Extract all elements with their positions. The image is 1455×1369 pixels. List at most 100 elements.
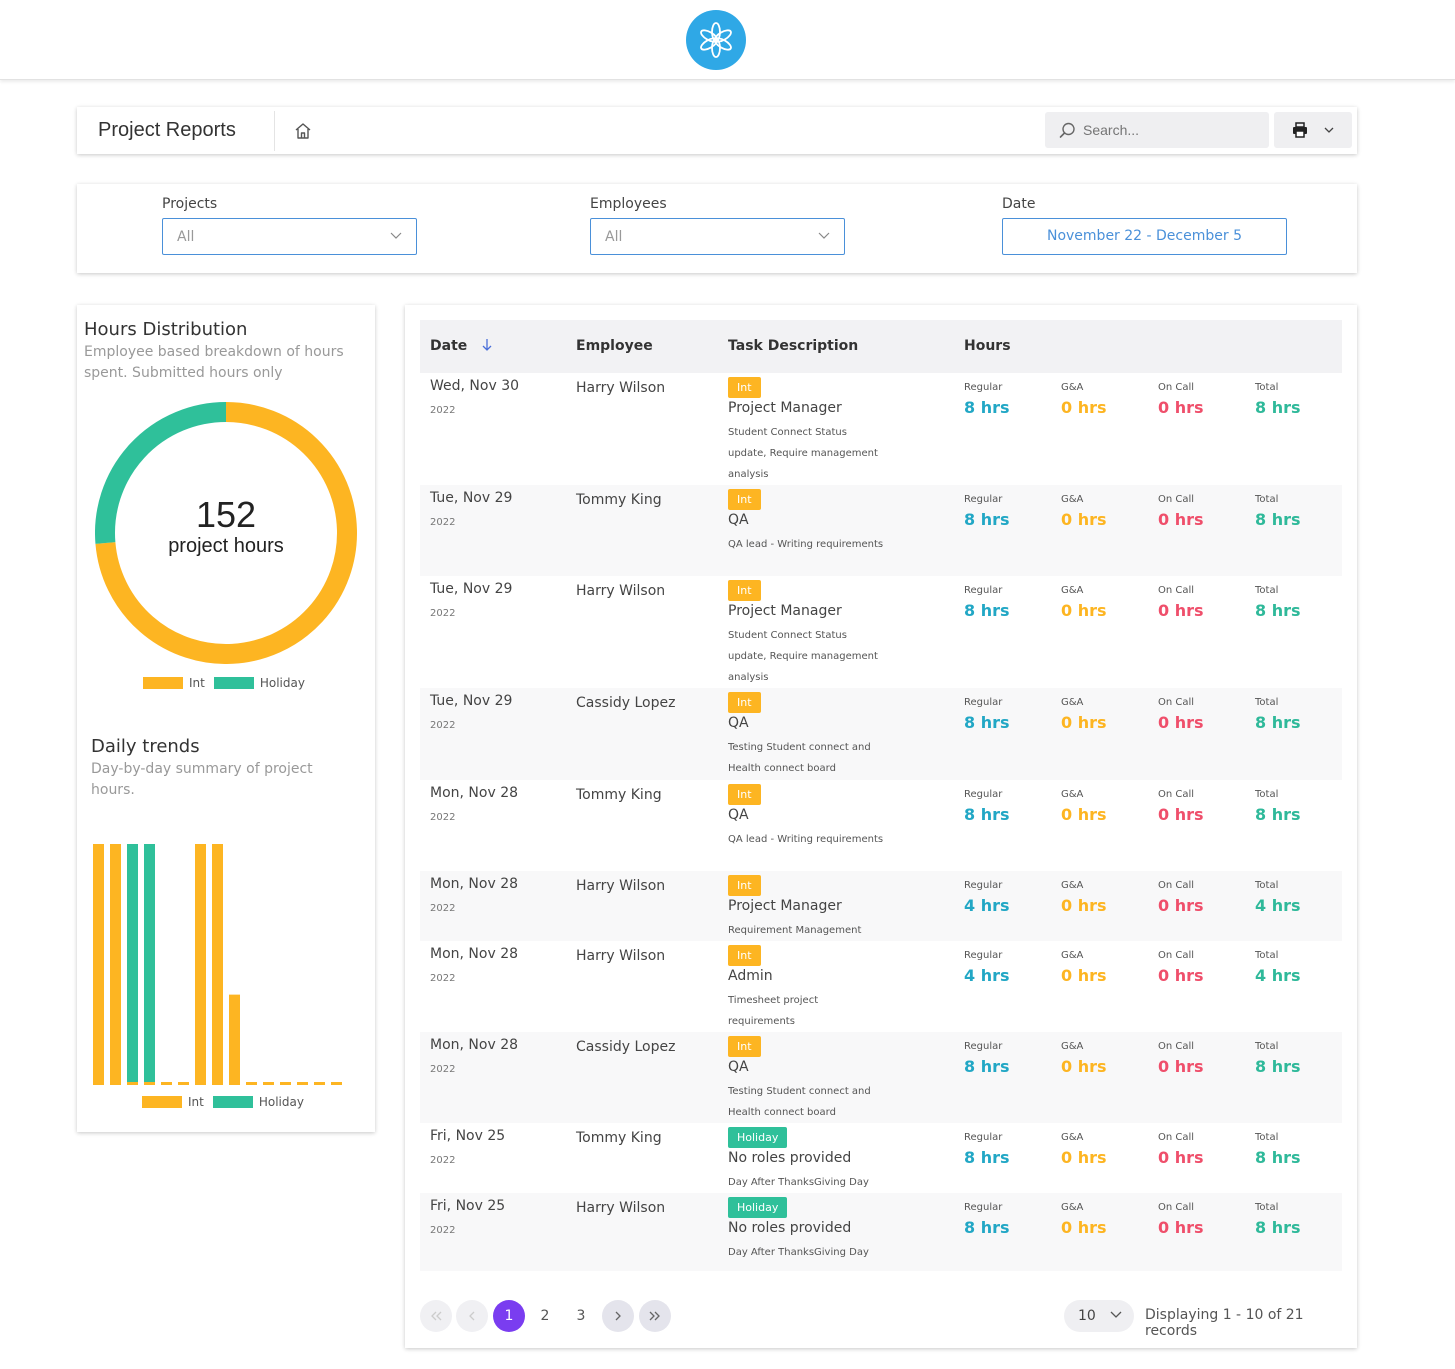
- page-button-1[interactable]: 1: [493, 1300, 525, 1332]
- row-oncall-label: On Call: [1158, 1202, 1195, 1213]
- row-employee: Tommy King: [576, 787, 662, 803]
- row-oncall-label: On Call: [1158, 1132, 1195, 1143]
- table-row[interactable]: Mon, Nov 28 2022 Harry Wilson Int Admin Times…: [420, 941, 1342, 1032]
- legend-swatch-int: [142, 1096, 182, 1108]
- row-regular-label: Regular: [964, 1041, 1003, 1052]
- column-header-date[interactable]: Date: [430, 338, 492, 354]
- column-header-task[interactable]: Task Description: [728, 338, 859, 354]
- row-total-hours: 8 hrs: [1255, 1148, 1301, 1167]
- row-year: 2022: [430, 608, 456, 619]
- row-total-hours: 8 hrs: [1255, 713, 1301, 732]
- row-ga-label: G&A: [1061, 382, 1084, 393]
- bar-int-8[interactable]: [212, 844, 223, 1085]
- table-row[interactable]: Mon, Nov 28 2022 Harry Wilson Int Project Ma…: [420, 871, 1342, 941]
- row-regular-hours: 8 hrs: [964, 601, 1010, 620]
- row-regular-hours: 8 hrs: [964, 805, 1010, 824]
- row-role: No roles provided: [728, 1220, 852, 1236]
- page-button-3[interactable]: 3: [576, 1308, 586, 1324]
- column-header-hours[interactable]: Hours: [964, 338, 1011, 354]
- column-header-employee[interactable]: Employee: [576, 338, 653, 354]
- bar-holiday-4[interactable]: [144, 844, 155, 1085]
- row-year: 2022: [430, 517, 456, 528]
- bar-int-12[interactable]: [280, 1082, 291, 1085]
- table-row[interactable]: Wed, Nov 30 2022 Harry Wilson Int Project Ma…: [420, 373, 1342, 485]
- bar-int-15[interactable]: [331, 1082, 342, 1085]
- table-row[interactable]: Fri, Nov 25 2022 Harry Wilson Holiday No rol…: [420, 1193, 1342, 1271]
- bar-int-10[interactable]: [246, 1082, 257, 1085]
- row-date: Mon, Nov 28: [430, 876, 519, 892]
- app-logo[interactable]: [686, 10, 746, 70]
- row-employee: Tommy King: [576, 1130, 662, 1146]
- row-employee: Harry Wilson: [576, 948, 666, 964]
- next-page-button[interactable]: [602, 1300, 634, 1332]
- row-ga-hours: 0 hrs: [1061, 805, 1107, 824]
- row-employee: Harry Wilson: [576, 583, 666, 599]
- table-row[interactable]: Mon, Nov 28 2022 Tommy King Int QA QA lead - …: [420, 780, 1342, 871]
- bar-int-1[interactable]: [93, 844, 104, 1085]
- chevron-down-icon: [1324, 127, 1334, 133]
- row-total-hours: 8 hrs: [1255, 1057, 1301, 1076]
- charts-panel: Hours Distribution Employee based breakd…: [77, 305, 375, 1132]
- row-ga-label: G&A: [1061, 697, 1084, 708]
- subtitle-line: spent. Submitted hours only: [84, 365, 283, 381]
- projects-select[interactable]: All: [162, 218, 417, 255]
- prev-page-button[interactable]: [456, 1300, 488, 1332]
- bar-int-14[interactable]: [314, 1082, 325, 1085]
- sort-down-icon: [482, 339, 492, 351]
- search-box[interactable]: [1045, 112, 1269, 148]
- row-oncall-label: On Call: [1158, 1041, 1195, 1052]
- donut-slice-int[interactable]: [95, 402, 357, 664]
- bar-int-11[interactable]: [263, 1082, 274, 1085]
- bar-holiday-3[interactable]: [127, 844, 138, 1085]
- top-bar: [0, 0, 1455, 80]
- employees-select[interactable]: All: [590, 218, 845, 255]
- print-menu-button[interactable]: [1274, 112, 1352, 148]
- bar-int-7[interactable]: [195, 844, 206, 1085]
- row-project-tag: Int: [728, 875, 761, 896]
- bar-int-5[interactable]: [161, 1082, 172, 1085]
- table-row[interactable]: Fri, Nov 25 2022 Tommy King Holiday No roles…: [420, 1123, 1342, 1193]
- row-ga-hours: 0 hrs: [1061, 1218, 1107, 1237]
- search-input[interactable]: [1083, 112, 1263, 148]
- bar-int-base-3: [127, 1082, 138, 1085]
- legend-swatch-holiday: [213, 677, 254, 689]
- date-range-picker[interactable]: November 22 - December 5: [1002, 218, 1287, 255]
- total-hours-value: 152: [195, 494, 257, 535]
- row-total-label: Total: [1255, 1132, 1279, 1143]
- last-page-button[interactable]: [639, 1300, 671, 1332]
- row-project-tag: Holiday: [728, 1127, 788, 1148]
- row-oncall-label: On Call: [1158, 697, 1195, 708]
- row-total-label: Total: [1255, 697, 1279, 708]
- first-page-button[interactable]: [420, 1300, 452, 1332]
- hours-distribution-title: Hours Distribution: [84, 319, 248, 340]
- table-row[interactable]: Mon, Nov 28 2022 Cassidy Lopez Int QA Testing…: [420, 1032, 1342, 1123]
- bar-int-2[interactable]: [110, 844, 121, 1085]
- row-oncall-hours: 0 hrs: [1158, 1148, 1204, 1167]
- table-row[interactable]: Tue, Nov 29 2022 Cassidy Lopez Int QA Testing…: [420, 688, 1342, 780]
- page-header: Project Reports: [77, 107, 1357, 154]
- row-task-description: Day After ThanksGiving Day: [728, 1247, 869, 1258]
- donut-slice-holiday[interactable]: [95, 402, 227, 544]
- bar-int-13[interactable]: [297, 1082, 308, 1085]
- bar-int-9[interactable]: [229, 994, 240, 1085]
- flower-logo-icon: [700, 22, 732, 58]
- row-project-tag: Int: [728, 945, 761, 966]
- row-ga-label: G&A: [1061, 494, 1084, 505]
- row-ga-hours: 0 hrs: [1061, 601, 1107, 620]
- row-ga-label: G&A: [1061, 1202, 1084, 1213]
- row-regular-label: Regular: [964, 1132, 1003, 1143]
- table-row[interactable]: Tue, Nov 29 2022 Tommy King Int QA QA lead - …: [420, 485, 1342, 576]
- row-project-tag: Int: [728, 692, 761, 713]
- table-row[interactable]: Tue, Nov 29 2022 Harry Wilson Int Project Ma…: [420, 576, 1342, 688]
- home-icon[interactable]: [293, 122, 313, 140]
- row-employee: Cassidy Lopez: [576, 695, 676, 711]
- bar-int-6[interactable]: [178, 1082, 189, 1085]
- page-button-2[interactable]: 2: [540, 1308, 550, 1324]
- header-divider: [274, 111, 275, 151]
- table-header: Date Employee Task Description Hours: [420, 320, 1342, 373]
- row-task-description: QA lead - Writing requirements: [728, 539, 884, 550]
- row-regular-label: Regular: [964, 494, 1003, 505]
- page-size-select[interactable]: 10: [1064, 1300, 1134, 1332]
- row-year: 2022: [430, 1225, 456, 1236]
- row-regular-hours: 4 hrs: [964, 896, 1010, 915]
